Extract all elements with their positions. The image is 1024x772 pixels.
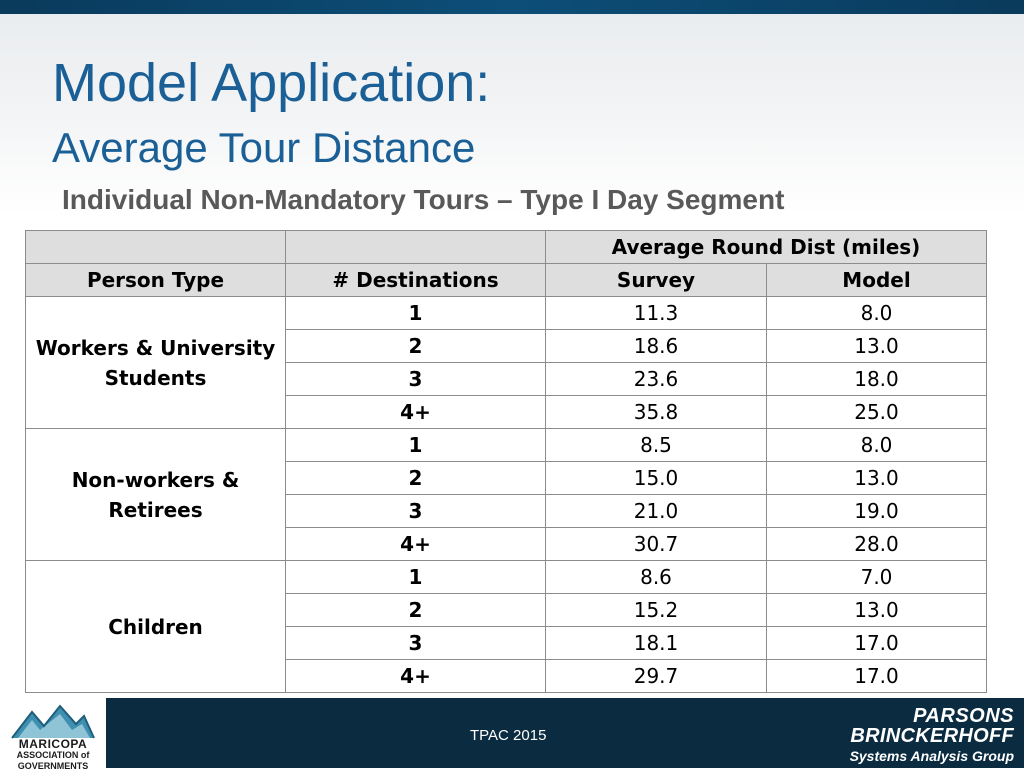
model-cell: 28.0 (766, 527, 987, 561)
distance-table: Average Round Dist (miles) Person Type #… (25, 230, 987, 693)
table-row: 3 18.1 17.0 (26, 626, 987, 660)
table-row: Children 1 8.6 7.0 (25, 560, 987, 693)
person-type-label: Non-workers & Retirees (71, 467, 240, 522)
empty-header-cell (285, 230, 546, 264)
logo-line: MARICOPA (18, 737, 88, 751)
header-person-type: Person Type (25, 263, 286, 297)
model-cell: 18.0 (766, 362, 987, 396)
parsons-brinckerhoff-logo: PARSONS BRINCKERHOFF Systems Analysis Gr… (850, 706, 1014, 763)
table-row: Workers & University Students 1 11.3 8.0 (25, 296, 987, 429)
model-cell: 13.0 (766, 329, 987, 363)
person-type-cell: Workers & University Students (25, 296, 286, 429)
model-cell: 19.0 (766, 494, 987, 528)
maricopa-logo: MARICOPA ASSOCIATION of GOVERNMENTS (0, 698, 106, 771)
survey-cell: 35.8 (545, 395, 767, 429)
survey-cell: 18.1 (545, 626, 767, 660)
model-cell: 13.0 (766, 461, 987, 495)
header-destinations: # Destinations (285, 263, 546, 297)
table-row: Non-workers & Retirees 1 8.5 8.0 (25, 428, 987, 561)
destinations-cell: 4+ (285, 395, 546, 429)
header-model: Model (766, 263, 987, 297)
destinations-cell: 2 (285, 593, 546, 627)
brand-line: BRINCKERHOFF (850, 725, 1014, 747)
survey-cell: 18.6 (545, 329, 767, 363)
model-cell: 8.0 (766, 428, 987, 462)
model-cell: 17.0 (766, 659, 987, 693)
person-type-cell: Children (25, 560, 286, 693)
model-cell: 25.0 (766, 395, 987, 429)
survey-cell: 15.0 (545, 461, 767, 495)
person-type-label: Students (104, 365, 207, 390)
footer-event-label: TPAC 2015 (470, 727, 547, 744)
destinations-cell: 3 (285, 494, 546, 528)
table-body: Workers & University Students 1 11.3 8.0 2 18.… (25, 296, 987, 693)
section-heading: Individual Non-Mandatory Tours – Type I … (62, 184, 785, 215)
footer-bar: MARICOPA ASSOCIATION of GOVERNMENTS TPAC… (0, 698, 1024, 771)
destinations-cell: 1 (285, 560, 546, 594)
model-cell: 13.0 (766, 593, 987, 627)
table-row: 2 15.0 13.0 (26, 461, 987, 495)
survey-cell: 29.7 (545, 659, 767, 693)
logo-line: ASSOCIATION of (16, 750, 90, 760)
destinations-cell: 2 (285, 461, 546, 495)
top-band (0, 0, 1024, 14)
model-cell: 8.0 (766, 296, 987, 330)
brand-line: PARSONS (913, 705, 1014, 727)
model-cell: 17.0 (766, 626, 987, 660)
person-type-label: Children (108, 614, 203, 639)
brand-line: Systems Analysis Group (849, 748, 1014, 764)
table-row: 4+ 35.8 25.0 (26, 395, 987, 429)
survey-cell: 30.7 (545, 527, 767, 561)
table-super-header-row: Average Round Dist (miles) (25, 230, 987, 264)
survey-cell: 15.2 (545, 593, 767, 627)
table-row: 2 15.2 13.0 (26, 593, 987, 627)
table-row: 4+ 30.7 28.0 (26, 527, 987, 561)
destinations-cell: 4+ (285, 659, 546, 693)
super-header-cell: Average Round Dist (miles) (545, 230, 987, 264)
empty-header-cell (25, 230, 286, 264)
table-row: 4+ 29.7 17.0 (26, 659, 987, 693)
table-header-row: Person Type # Destinations Survey Model (25, 263, 987, 297)
survey-cell: 8.6 (545, 560, 767, 594)
survey-cell: 23.6 (545, 362, 767, 396)
logo-text: MARICOPA ASSOCIATION of GOVERNMENTS (2, 737, 104, 772)
survey-cell: 8.5 (545, 428, 767, 462)
slide-title: Model Application: (52, 53, 491, 113)
destinations-cell: 3 (285, 362, 546, 396)
logo-line: GOVERNMENTS (17, 761, 89, 771)
destinations-cell: 1 (285, 428, 546, 462)
slide-subtitle: Average Tour Distance (52, 124, 476, 171)
table-row: 2 18.6 13.0 (26, 329, 987, 363)
destinations-cell: 1 (285, 296, 546, 330)
header-survey: Survey (545, 263, 767, 297)
destinations-cell: 4+ (285, 527, 546, 561)
mountain-logo-icon (11, 704, 95, 739)
destinations-cell: 3 (285, 626, 546, 660)
model-cell: 7.0 (766, 560, 987, 594)
table-row: 3 21.0 19.0 (26, 494, 987, 528)
person-type-cell: Non-workers & Retirees (25, 428, 286, 561)
person-type-label: Workers & University (35, 335, 276, 360)
survey-cell: 11.3 (545, 296, 767, 330)
survey-cell: 21.0 (545, 494, 767, 528)
title-background (0, 14, 1024, 214)
destinations-cell: 2 (285, 329, 546, 363)
